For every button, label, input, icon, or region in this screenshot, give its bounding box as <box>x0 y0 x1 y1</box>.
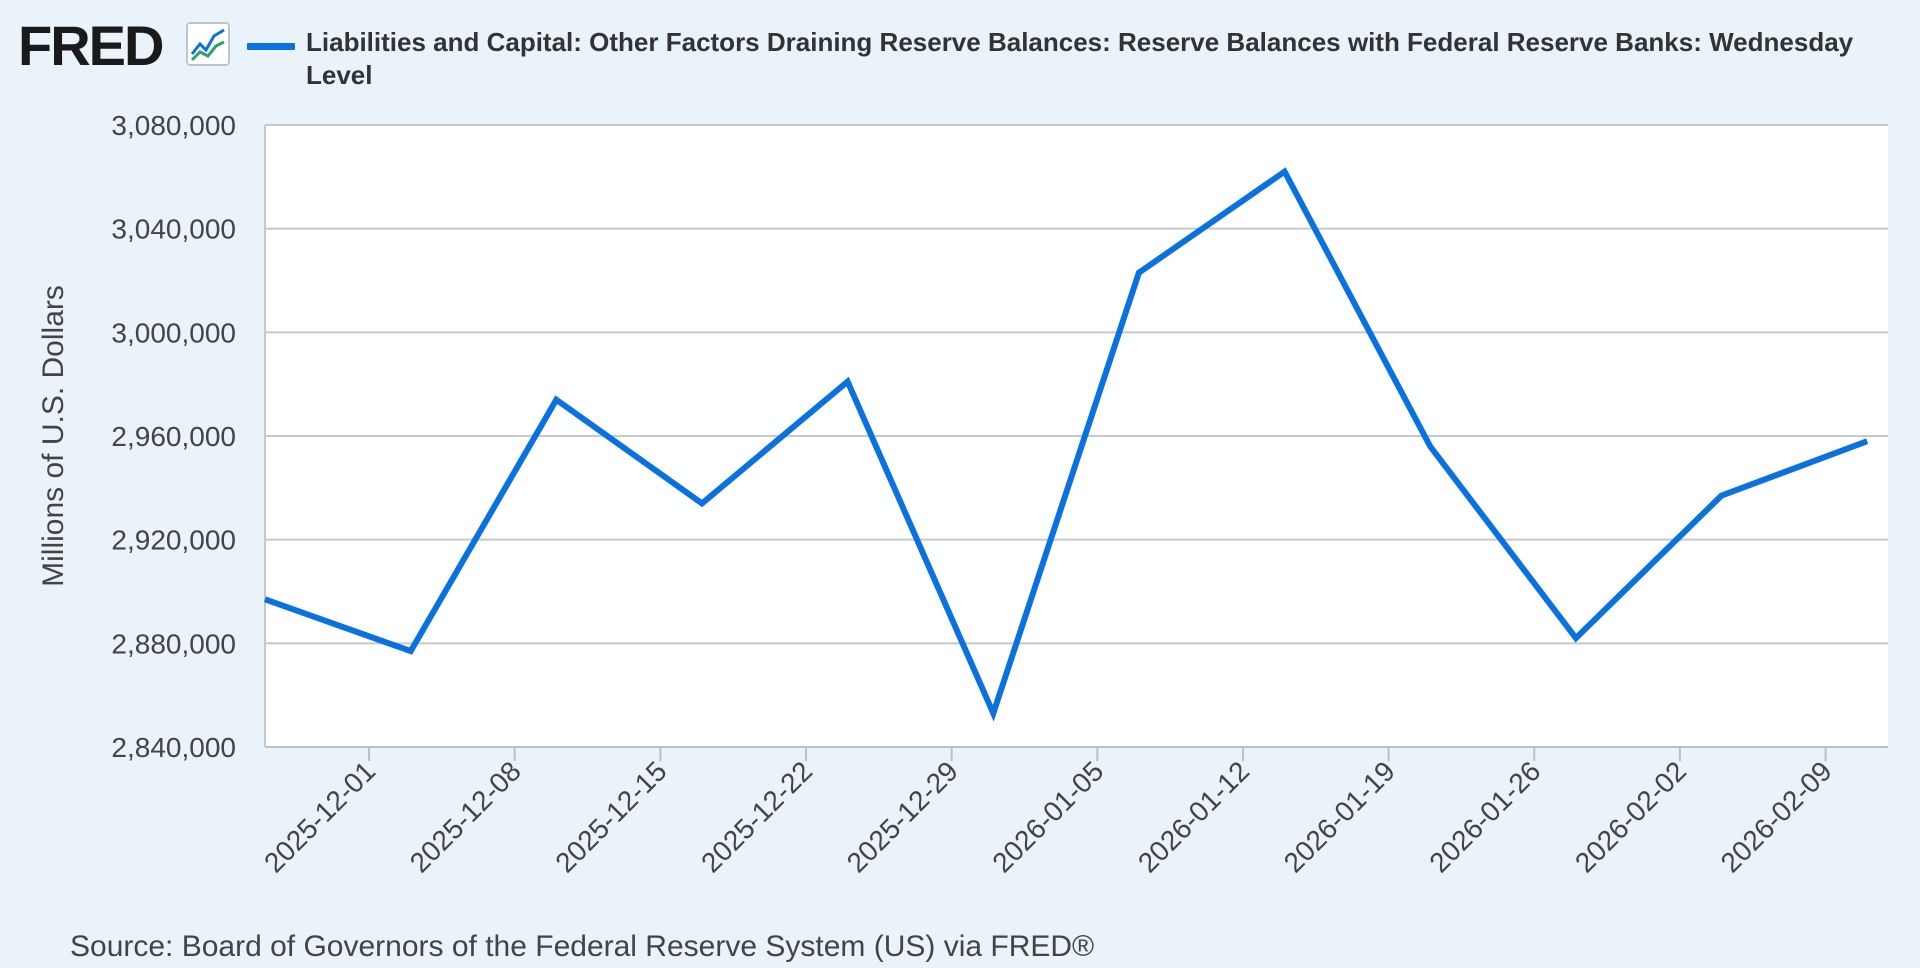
y-tick-label: 3,080,000 <box>111 110 236 141</box>
series-group <box>263 167 1869 722</box>
x-tick-label: 2026-01-05 <box>986 755 1109 878</box>
x-tick-label: 2025-12-29 <box>841 755 964 878</box>
x-tick-label: 2026-01-12 <box>1132 755 1255 878</box>
y-tick-label: 2,840,000 <box>111 732 236 763</box>
x-tick-label: 2025-12-15 <box>549 755 672 878</box>
x-tick-label: 2025-12-08 <box>404 755 527 878</box>
legend-series-line <box>247 43 295 50</box>
y-axis: 2,840,000 2,880,000 2,920,000 2,960,000 3,00… <box>111 110 266 763</box>
y-tick-label: 2,880,000 <box>111 628 236 659</box>
y-tick-label: 2,920,000 <box>111 525 236 556</box>
fred-logo[interactable]: FRED <box>18 14 164 77</box>
y-tick-label: 3,040,000 <box>111 214 236 245</box>
legend-series-label: Liabilities and Capital: Other Factors D… <box>306 27 1854 90</box>
y-tick-label: 3,000,000 <box>111 317 236 348</box>
line-graph-icon <box>186 22 230 66</box>
x-tick-label: 2026-01-26 <box>1423 755 1546 878</box>
x-axis: 2025-12-01 2025-12-08 2025-12-15 2025-12-22… <box>258 746 1888 879</box>
x-tick-label: 2025-12-01 <box>258 755 381 878</box>
y-axis-label: Millions of U.S. Dollars <box>37 285 70 587</box>
series-line <box>263 167 1869 722</box>
x-tick-label: 2025-12-22 <box>695 755 818 878</box>
x-tick-label: 2026-01-19 <box>1278 755 1401 878</box>
source-note: Source: Board of Governors of the Federa… <box>70 930 1095 963</box>
x-tick-label: 2026-02-02 <box>1569 755 1692 878</box>
x-tick-label: 2026-02-09 <box>1715 755 1838 878</box>
y-tick-label: 2,960,000 <box>111 421 236 452</box>
chart-header: FRED Liabilities and Capital: Other Fact… <box>18 14 1908 91</box>
